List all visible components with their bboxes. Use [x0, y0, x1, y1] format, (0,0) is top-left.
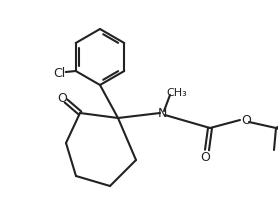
Text: CH₃: CH₃ — [167, 88, 187, 98]
Text: O: O — [241, 114, 251, 126]
Text: O: O — [200, 150, 210, 164]
Text: N: N — [157, 107, 167, 119]
Text: O: O — [57, 92, 67, 104]
Text: Cl: Cl — [54, 66, 66, 80]
